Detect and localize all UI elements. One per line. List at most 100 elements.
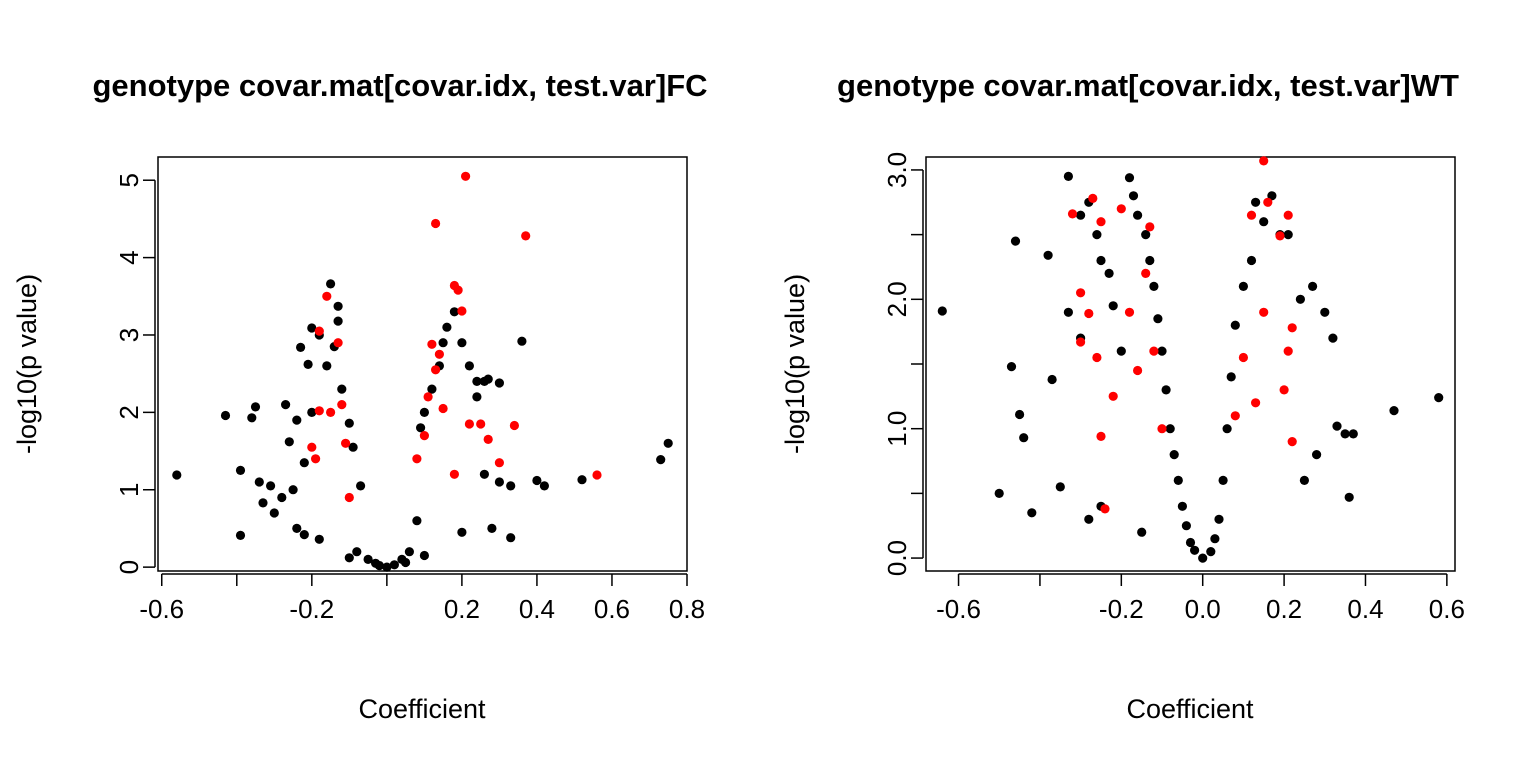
- panel-right-point-s1-2: [1283, 210, 1293, 220]
- panel-right-y-tick-label-6: 3.0: [882, 152, 912, 188]
- panel-right-point-s0-61: [1084, 514, 1094, 524]
- panel-right-point-s1-23: [1238, 352, 1248, 363]
- panel-right-point-s1-9: [1145, 222, 1155, 232]
- panel-right-point-s0-39: [1222, 424, 1232, 434]
- panel-left-point-s0-24: [356, 481, 366, 491]
- panel-right-point-s1-6: [1088, 193, 1098, 203]
- panel-left-point-s0-2: [235, 465, 246, 475]
- panel-right-point-s0-17: [1116, 346, 1126, 356]
- panel-right-point-s0-31: [1181, 521, 1191, 531]
- panel-left-point-s0-70: [401, 557, 411, 568]
- panel-left-point-s0-27: [307, 407, 317, 417]
- panel-right-y-axis: 0.0 1.0 2.0 3.0: [882, 152, 924, 576]
- panel-right-point-s0-13: [1092, 230, 1102, 240]
- panel-left-point-s0-35: [363, 554, 373, 565]
- panel-right-plot-frame: [925, 156, 1456, 572]
- panel-right-point-s0-8: [1047, 374, 1057, 385]
- panel-left-point-s0-34: [352, 547, 362, 557]
- panel-left-point-s0-56: [472, 392, 482, 402]
- panel-right-x-tick-label-2: -0.2: [1099, 594, 1144, 624]
- panel-left-point-s0-57: [479, 469, 489, 479]
- panel-right-point-s0-16: [1108, 301, 1118, 311]
- panel-left-point-s0-9: [281, 400, 291, 410]
- panel-right-y-tick-label-2: 1.0: [882, 411, 912, 447]
- panel-left-point-s0-55: [494, 378, 504, 388]
- panel-left-point-s0-20: [322, 361, 332, 371]
- panel-left-point-s0-4: [247, 413, 257, 423]
- panel-left-point-s0-66: [506, 533, 516, 543]
- panel-right-point-s1-14: [1124, 307, 1135, 317]
- panel-left-point-s1-7: [314, 326, 324, 336]
- panel-right-point-s0-36: [1210, 534, 1220, 544]
- panel-right-point-s0-28: [1169, 450, 1179, 460]
- panel-right-point-s1-24: [1251, 398, 1261, 408]
- panel-left-point-s0-49: [449, 307, 459, 317]
- panel-right-point-s1-25: [1230, 411, 1240, 421]
- panel-left-point-s0-39: [389, 560, 399, 570]
- panel-left-point-s0-6: [254, 477, 264, 487]
- panel-right-point-s0-20: [1133, 210, 1143, 220]
- panel-left-point-s0-42: [412, 516, 422, 526]
- panel-left-point-s0-14: [307, 323, 317, 333]
- panel-left-point-s1-14: [464, 419, 474, 429]
- panel-left-point-s1-25: [311, 454, 321, 464]
- panel-right-point-s0-51: [1320, 307, 1330, 317]
- panel-right-point-s0-40: [1226, 372, 1236, 382]
- panel-left-point-s0-68: [457, 527, 467, 537]
- panel-left-point-s1-11: [431, 365, 441, 375]
- panel-right-point-s0-44: [1251, 197, 1261, 207]
- panel-left-y-tick-label-3: 3: [114, 328, 144, 342]
- panel-left-x-tick-label-6: 0.6: [594, 594, 630, 624]
- panel-left-point-s0-50: [457, 338, 467, 348]
- panel-left-point-s0-32: [314, 534, 324, 544]
- panel-left-x-tick-label-7: 0.8: [669, 594, 705, 624]
- panel-left-point-s0-45: [427, 384, 437, 394]
- panel-right-point-s0-2: [1010, 236, 1021, 246]
- panel-left-point-s0-30: [292, 523, 302, 534]
- panel-right-point-s0-48: [1283, 230, 1293, 240]
- panel-left-point-s1-27: [412, 454, 422, 464]
- panel-right-point-s1-13: [1092, 352, 1102, 363]
- panel-left-point-s1-21: [326, 407, 336, 417]
- panel-right-point-s1-27: [1149, 346, 1159, 356]
- panel-left-plot-frame: [157, 156, 688, 572]
- panel-right-point-s1-12: [1076, 337, 1086, 347]
- panel-right-point-s0-52: [1328, 333, 1338, 343]
- panel-right: genotype covar.mat[covar.idx, test.var]W…: [780, 68, 1465, 724]
- panel-right-point-s0-14: [1096, 255, 1106, 266]
- panel-left-point-s1-13: [438, 403, 448, 414]
- panel-right-point-s0-3: [1006, 362, 1017, 372]
- panel-left-point-s0-62: [539, 481, 550, 491]
- panel-right-point-s0-0: [937, 306, 947, 316]
- panel-left-point-s0-8: [269, 508, 279, 518]
- panel-left-y-tick-label-1: 1: [114, 483, 144, 497]
- panel-right-point-s0-22: [1145, 255, 1155, 266]
- panel-right-point-s1-17: [1096, 431, 1106, 441]
- panel-left-point-s0-41: [404, 547, 414, 557]
- panel-left-point-s1-10: [434, 349, 444, 359]
- panel-right-point-s1-16: [1108, 391, 1118, 401]
- panel-right-point-s1-15: [1133, 365, 1143, 376]
- panel-right-x-tick-label-4: 0.2: [1266, 594, 1302, 624]
- panel-left-point-s0-18: [333, 316, 343, 326]
- panel-left-point-s0-59: [506, 481, 516, 491]
- panel-right-point-s0-58: [1434, 393, 1444, 403]
- panel-right-y-tick-label-4: 2.0: [882, 281, 912, 317]
- panel-left-point-s0-60: [517, 336, 527, 346]
- panel-right-point-s0-9: [1055, 482, 1065, 492]
- panel-right-x-tick-label-0: -0.6: [936, 594, 981, 624]
- panel-left-point-s0-17: [333, 301, 343, 311]
- panel-left-title: genotype covar.mat[covar.idx, test.var]F…: [92, 68, 707, 103]
- panel-left-point-s0-3: [235, 530, 246, 541]
- panel-left-point-s0-29: [266, 481, 276, 491]
- panel-right-point-s1-0: [1259, 156, 1269, 166]
- panel-left-point-s0-25: [288, 485, 298, 495]
- panel-left-point-s0-0: [172, 470, 182, 480]
- panel-right-x-tick-label-5: 0.4: [1347, 594, 1383, 624]
- panel-left-point-s0-38: [382, 562, 392, 572]
- panel-right-point-s0-10: [1063, 171, 1073, 181]
- panel-left-y-tick-label-2: 2: [114, 405, 144, 419]
- panel-left-point-s0-28: [277, 492, 287, 503]
- panel-right-point-s0-7: [1043, 250, 1053, 260]
